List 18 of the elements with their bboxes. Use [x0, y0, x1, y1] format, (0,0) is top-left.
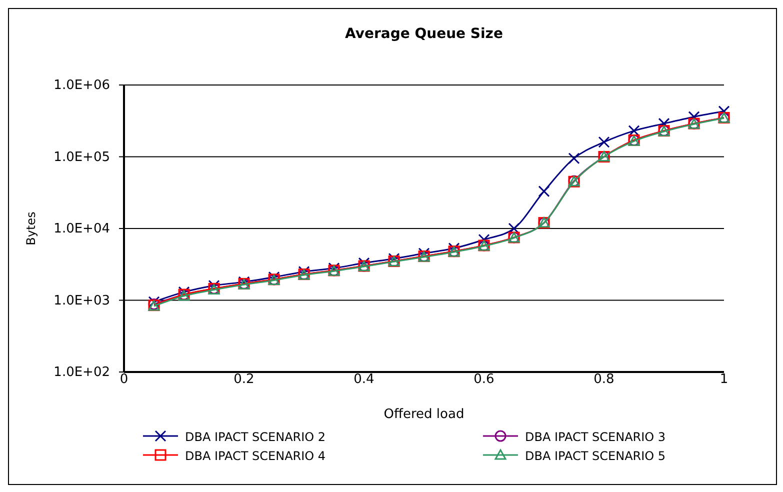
x-tick-label: 0.2: [234, 372, 254, 387]
y-tick-label: 1.0E+04: [54, 222, 110, 237]
x-tick-label: 0.4: [354, 372, 374, 387]
legend-label: DBA IPACT SCENARIO 5: [525, 449, 666, 463]
y-axis-title: Bytes: [24, 212, 38, 246]
x-axis-title: Offered load: [384, 407, 464, 422]
x-tick-label: 0: [120, 372, 128, 387]
legend-label: DBA IPACT SCENARIO 3: [525, 430, 666, 444]
x-tick-label: 1: [720, 372, 728, 387]
y-tick-label: 1.0E+03: [54, 293, 110, 308]
y-tick-label: 1.0E+02: [54, 365, 110, 380]
y-tick-label: 1.0E+06: [54, 78, 110, 94]
chart-title: Average Queue Size: [345, 26, 503, 42]
legend-label: DBA IPACT SCENARIO 4: [185, 449, 326, 463]
y-tick-label: 1.0E+05: [54, 150, 110, 165]
legend-label: DBA IPACT SCENARIO 2: [185, 430, 326, 444]
x-tick-label: 0.8: [594, 372, 614, 387]
x-tick-label: 0.6: [474, 372, 494, 387]
